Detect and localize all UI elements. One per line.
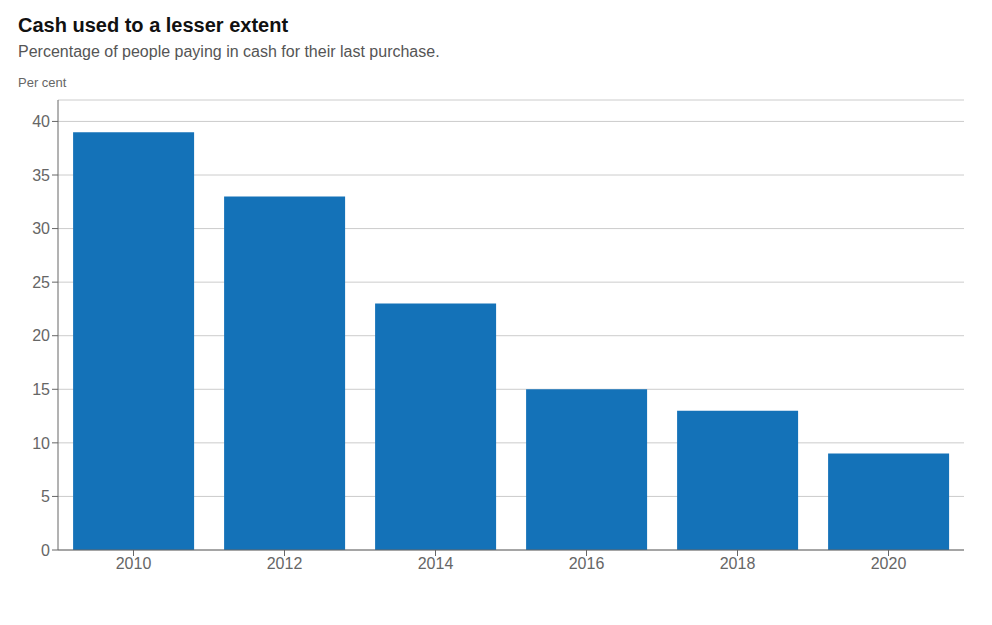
svg-text:5: 5 — [41, 488, 50, 505]
svg-text:25: 25 — [32, 274, 50, 291]
html-text:Percentage of people paying in: Percentage of people paying in cash for … — [18, 43, 440, 60]
html-text:Cash used to a lesser extent: Cash used to a lesser extent — [18, 14, 289, 36]
svg-text:2014: 2014 — [418, 555, 454, 572]
svg-text:10: 10 — [32, 435, 50, 452]
svg-text:15: 15 — [32, 381, 50, 398]
svg-text:20: 20 — [32, 327, 50, 344]
svg-text:2018: 2018 — [720, 555, 756, 572]
svg-text:35: 35 — [32, 167, 50, 184]
html-text:Per cent: Per cent — [18, 75, 67, 90]
svg-text:30: 30 — [32, 220, 50, 237]
svg-text:2016: 2016 — [569, 555, 605, 572]
svg-text:2020: 2020 — [871, 555, 907, 572]
svg-text:0: 0 — [41, 542, 50, 559]
svg-text:2010: 2010 — [116, 555, 152, 572]
svg-text:2012: 2012 — [267, 555, 303, 572]
svg-text:40: 40 — [32, 113, 50, 130]
